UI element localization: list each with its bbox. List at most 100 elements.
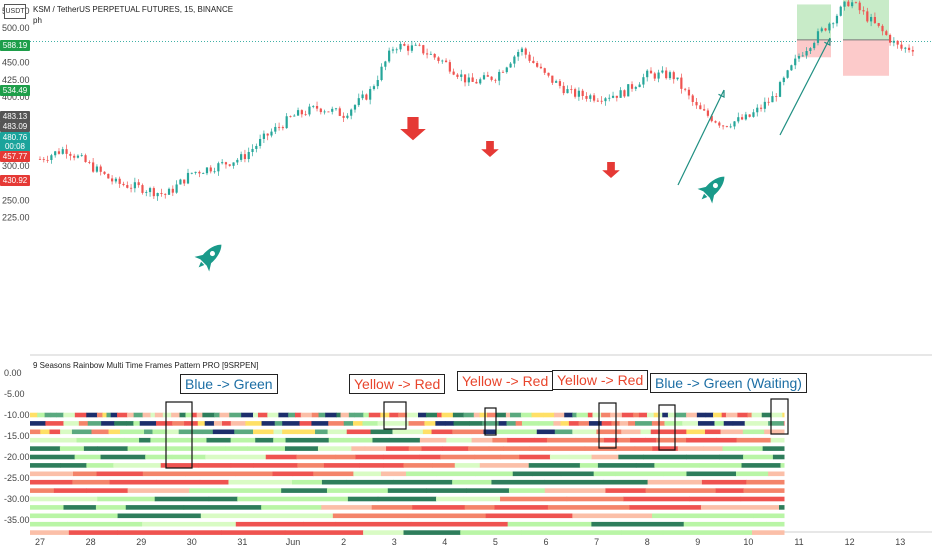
heatmap-cell bbox=[388, 437, 421, 443]
heatmap-cell bbox=[119, 429, 145, 435]
candle-body bbox=[566, 89, 569, 94]
price-tag: 430.92 bbox=[0, 175, 30, 186]
heatmap-cell bbox=[662, 412, 669, 418]
candle-body bbox=[763, 101, 766, 109]
heatmap-cell bbox=[498, 421, 507, 426]
indicator-heatmap bbox=[30, 412, 785, 535]
heatmap-cell bbox=[572, 412, 577, 418]
heatmap-cell bbox=[354, 412, 364, 418]
heatmap-cell bbox=[413, 412, 419, 418]
heatmap-cell bbox=[383, 463, 404, 468]
candle-body bbox=[676, 77, 679, 80]
candle-body bbox=[167, 188, 171, 195]
heatmap-cell bbox=[377, 496, 437, 502]
stop-loss-zone bbox=[843, 39, 889, 76]
heatmap-cell bbox=[30, 513, 119, 519]
heatmap-cell bbox=[536, 429, 556, 435]
candle-body bbox=[573, 89, 577, 97]
candle-body bbox=[494, 79, 497, 81]
candle-body bbox=[410, 45, 414, 51]
candle-body bbox=[665, 70, 668, 79]
heatmap-cell bbox=[766, 521, 785, 527]
heatmap-cell bbox=[783, 421, 785, 426]
heatmap-cell bbox=[500, 454, 520, 460]
candle-body bbox=[315, 105, 319, 109]
indicator-axis-tick: 0.00 bbox=[4, 368, 22, 378]
chart-subtitle: ph bbox=[33, 16, 42, 25]
heatmap-cell bbox=[615, 471, 664, 477]
candle-body bbox=[118, 178, 121, 184]
candle-body bbox=[232, 162, 235, 166]
heatmap-cell bbox=[298, 496, 349, 502]
heatmap-cell bbox=[782, 412, 785, 418]
heatmap-cell bbox=[736, 437, 755, 443]
heatmap-cell bbox=[219, 412, 230, 418]
heatmap-cell bbox=[650, 429, 674, 435]
heatmap-cell bbox=[762, 446, 785, 451]
candle-body bbox=[509, 63, 512, 68]
heatmap-cell bbox=[591, 521, 685, 527]
candle-body bbox=[365, 94, 368, 100]
heatmap-cell bbox=[453, 421, 470, 426]
heatmap-cell bbox=[110, 412, 118, 418]
heatmap-cell bbox=[183, 505, 262, 510]
time-axis-tick: 13 bbox=[895, 537, 905, 547]
heatmap-cell bbox=[424, 421, 436, 426]
heatmap-cell bbox=[371, 505, 413, 510]
heatmap-cell bbox=[325, 412, 337, 418]
heatmap-cell bbox=[474, 454, 502, 460]
candle-body bbox=[42, 159, 45, 160]
candle-body bbox=[148, 188, 152, 193]
heatmap-cell bbox=[669, 437, 687, 443]
candle-body bbox=[304, 114, 307, 116]
candle-body bbox=[680, 77, 683, 89]
price-tag: 457.77 bbox=[0, 151, 30, 162]
heatmap-cell bbox=[744, 421, 756, 426]
candle-body bbox=[444, 60, 448, 63]
heatmap-cell bbox=[30, 521, 68, 527]
heatmap-cell bbox=[753, 513, 785, 519]
heatmap-cell bbox=[261, 421, 276, 426]
candle-body bbox=[122, 183, 125, 186]
candle-body bbox=[448, 62, 451, 72]
heatmap-cell bbox=[288, 412, 296, 418]
symbol-badge[interactable]: USDT bbox=[4, 4, 26, 19]
candle-body bbox=[782, 77, 785, 83]
candle-body bbox=[740, 117, 744, 120]
candle-body bbox=[870, 16, 873, 22]
candle-body bbox=[209, 167, 212, 172]
candle-body bbox=[312, 105, 315, 107]
time-axis-tick: 9 bbox=[695, 537, 700, 547]
heatmap-cell bbox=[492, 437, 508, 443]
heatmap-cell bbox=[479, 412, 488, 418]
candle-body bbox=[353, 105, 357, 110]
candle-body bbox=[342, 115, 345, 118]
heatmap-cell bbox=[185, 412, 193, 418]
heatmap-cell bbox=[313, 471, 354, 477]
candle-body bbox=[296, 110, 300, 116]
candle-body bbox=[399, 43, 402, 50]
candle-body bbox=[475, 81, 478, 84]
heatmap-cell bbox=[68, 530, 118, 535]
heatmap-cell bbox=[419, 454, 441, 460]
heatmap-cell bbox=[392, 429, 413, 435]
candle-body bbox=[152, 188, 155, 197]
candle-body bbox=[646, 70, 649, 78]
heatmap-cell bbox=[520, 412, 532, 418]
heatmap-cell bbox=[618, 454, 644, 460]
candle-body bbox=[714, 121, 717, 123]
heatmap-cell bbox=[560, 421, 570, 426]
heatmap-cell bbox=[63, 412, 76, 418]
heatmap-cell bbox=[722, 446, 740, 451]
heatmap-cell bbox=[425, 412, 438, 418]
heatmap-cell bbox=[479, 463, 530, 468]
candle-body bbox=[752, 112, 755, 117]
candle-body bbox=[771, 96, 774, 103]
heatmap-cell bbox=[359, 463, 384, 468]
candle-body bbox=[194, 171, 197, 173]
heatmap-cell bbox=[463, 496, 501, 502]
heatmap-cell bbox=[113, 463, 162, 468]
heatmap-cell bbox=[568, 421, 580, 426]
heatmap-cell bbox=[156, 421, 173, 426]
heatmap-cell bbox=[348, 412, 355, 418]
